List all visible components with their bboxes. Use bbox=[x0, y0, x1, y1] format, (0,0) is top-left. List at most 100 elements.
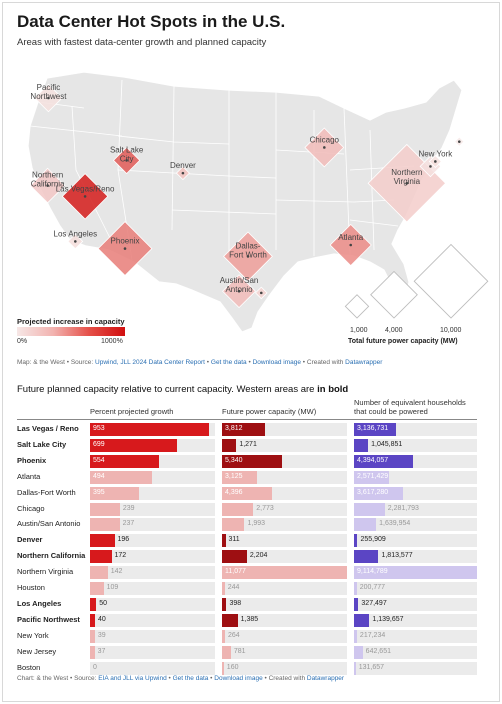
map-source-link[interactable]: Upwind, JLL 2024 Data Center Report bbox=[95, 359, 205, 366]
growth-cell-bg bbox=[90, 629, 215, 643]
map-source-prefix: Map: & the West • Source: bbox=[17, 359, 96, 366]
households-bar bbox=[354, 566, 477, 580]
mw-cell-bg bbox=[222, 629, 347, 643]
growth-bar bbox=[90, 629, 95, 643]
growth-cell-bg bbox=[90, 550, 215, 564]
households-value: 3,136,731 bbox=[357, 425, 389, 432]
row-label: Los Angeles bbox=[17, 598, 62, 608]
table-row: Boston 0 160 131,657 bbox=[17, 660, 477, 676]
growth-value: 109 bbox=[106, 584, 119, 591]
map-label-northern-virginia: Northern Virginia bbox=[391, 168, 422, 186]
growth-value: 50 bbox=[99, 599, 108, 607]
growth-value: 172 bbox=[114, 552, 127, 560]
households-bar bbox=[354, 645, 363, 659]
mw-value: 2,204 bbox=[249, 552, 268, 560]
table-get-data-link[interactable]: Get the data bbox=[172, 675, 209, 682]
map-label-las-vegas-reno: Las Vegas/Reno bbox=[56, 184, 115, 193]
map-source-suffix: • Created with bbox=[300, 359, 346, 366]
mw-bar bbox=[222, 534, 226, 548]
mw-cell-bg bbox=[222, 438, 347, 452]
mw-value: 5,340 bbox=[225, 456, 243, 464]
col-head-households-line2: that could be powered bbox=[354, 407, 428, 416]
table-source: Chart: & the West • Source: EIA and JLL … bbox=[17, 675, 344, 682]
map-label-pacific-northwest: Pacific Northwest bbox=[30, 83, 67, 101]
map-city-dot-boston bbox=[457, 140, 461, 143]
mw-value: 264 bbox=[227, 631, 240, 639]
growth-bar bbox=[90, 502, 120, 516]
col-head-households-line1: Number of equivalent households bbox=[354, 398, 466, 407]
mw-cell-bg bbox=[222, 534, 347, 548]
mw-value: 311 bbox=[228, 536, 240, 544]
households-bar bbox=[354, 438, 369, 452]
households-value: 1,813,577 bbox=[381, 552, 413, 560]
growth-bar bbox=[90, 613, 95, 627]
mw-bar bbox=[222, 597, 227, 611]
growth-cell-bg bbox=[90, 645, 215, 659]
map-city-dot-pacific-northwest bbox=[47, 96, 50, 100]
map-datawrapper-link[interactable]: Datawrapper bbox=[345, 359, 383, 366]
households-value: 327,497 bbox=[361, 599, 387, 607]
map-download-image-link[interactable]: Download image bbox=[252, 359, 301, 366]
mw-cell-bg bbox=[222, 550, 347, 564]
map-source-sep2: • bbox=[246, 359, 253, 366]
growth-value: 494 bbox=[93, 472, 105, 480]
growth-cell-bg bbox=[90, 534, 215, 548]
map-marks bbox=[29, 83, 465, 309]
mw-value: 11,077 bbox=[225, 568, 246, 576]
row-label: Chicago bbox=[17, 503, 45, 513]
households-value: 1,639,954 bbox=[379, 520, 411, 528]
households-bar bbox=[354, 613, 370, 627]
color-legend-bar bbox=[17, 327, 125, 336]
row-label: Salt Lake City bbox=[17, 439, 67, 449]
row-label: Denver bbox=[17, 535, 43, 545]
map-city-dot-new-york bbox=[434, 160, 437, 163]
row-label: Atlanta bbox=[17, 471, 41, 481]
row-label: Phoenix bbox=[17, 455, 47, 465]
map-city-dot-austin-san-antonio bbox=[237, 289, 241, 293]
growth-bar bbox=[90, 582, 104, 595]
table-row: Las Vegas / Reno 953 3,812 3,136,731 bbox=[17, 421, 477, 437]
mw-value: 4,396 bbox=[225, 488, 243, 496]
page-title: Data Center Hot Spots in the U.S. bbox=[17, 12, 286, 31]
households-bar bbox=[354, 597, 359, 611]
households-bar bbox=[354, 534, 358, 548]
mw-bar bbox=[222, 518, 245, 532]
mw-value: 160 bbox=[226, 663, 239, 671]
mw-cell-bg bbox=[222, 613, 347, 627]
growth-bar bbox=[90, 534, 115, 548]
table-source-suffix: • Created with bbox=[262, 675, 307, 682]
map-label-phoenix: Phoenix bbox=[111, 237, 140, 246]
table-source-prefix: Chart: & the West • Source: bbox=[17, 675, 99, 682]
table-row: Atlanta 494 3,125 2,571,429 bbox=[17, 469, 477, 485]
size-legend-diamond-10000 bbox=[413, 243, 489, 319]
table-row: Chicago 239 2,773 2,281,793 bbox=[17, 501, 477, 517]
growth-bar bbox=[90, 566, 108, 580]
growth-bar bbox=[90, 645, 95, 659]
households-value: 9,114,789 bbox=[357, 568, 388, 576]
mw-bar bbox=[222, 423, 266, 436]
growth-value: 395 bbox=[93, 488, 105, 496]
table-datawrapper-link[interactable]: Datawrapper bbox=[306, 675, 345, 682]
mw-value: 781 bbox=[233, 647, 246, 655]
growth-bar bbox=[90, 470, 152, 484]
table-download-image-link[interactable]: Download image bbox=[214, 675, 263, 682]
households-bar bbox=[354, 470, 389, 484]
size-legend-label-1000: 1,000 bbox=[350, 327, 368, 334]
households-bar bbox=[354, 661, 356, 675]
growth-cell-bg bbox=[90, 582, 215, 595]
growth-value: 0 bbox=[93, 663, 97, 671]
row-label: Northern Virginia bbox=[17, 567, 74, 577]
size-legend bbox=[344, 243, 489, 319]
map-get-data-link[interactable]: Get the data bbox=[210, 359, 247, 366]
households-value: 2,571,429 bbox=[357, 472, 389, 480]
table-row: Los Angeles 50 398 327,497 bbox=[17, 596, 477, 612]
table-row: Phoenix 554 5,340 4,394,057 bbox=[17, 453, 477, 469]
growth-value: 39 bbox=[97, 631, 106, 639]
map-label-denver: Denver bbox=[170, 161, 196, 170]
table-source-link[interactable]: EIA and JLL via Upwind bbox=[98, 675, 167, 682]
map-label-dallas-fort-worth: Dallas-Fort Worth bbox=[229, 241, 267, 259]
mw-value: 1,993 bbox=[247, 520, 266, 528]
col-head-mw: Future power capacity (MW) bbox=[222, 407, 317, 416]
mw-value: 1,271 bbox=[239, 440, 257, 448]
households-bar bbox=[354, 582, 357, 595]
